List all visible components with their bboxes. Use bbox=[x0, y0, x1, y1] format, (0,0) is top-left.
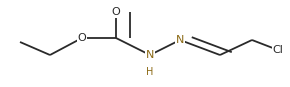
Text: O: O bbox=[112, 7, 120, 17]
Text: N: N bbox=[146, 50, 154, 60]
Text: Cl: Cl bbox=[273, 45, 283, 55]
Text: H: H bbox=[146, 67, 154, 77]
Text: N: N bbox=[176, 35, 184, 45]
Text: O: O bbox=[78, 33, 86, 43]
